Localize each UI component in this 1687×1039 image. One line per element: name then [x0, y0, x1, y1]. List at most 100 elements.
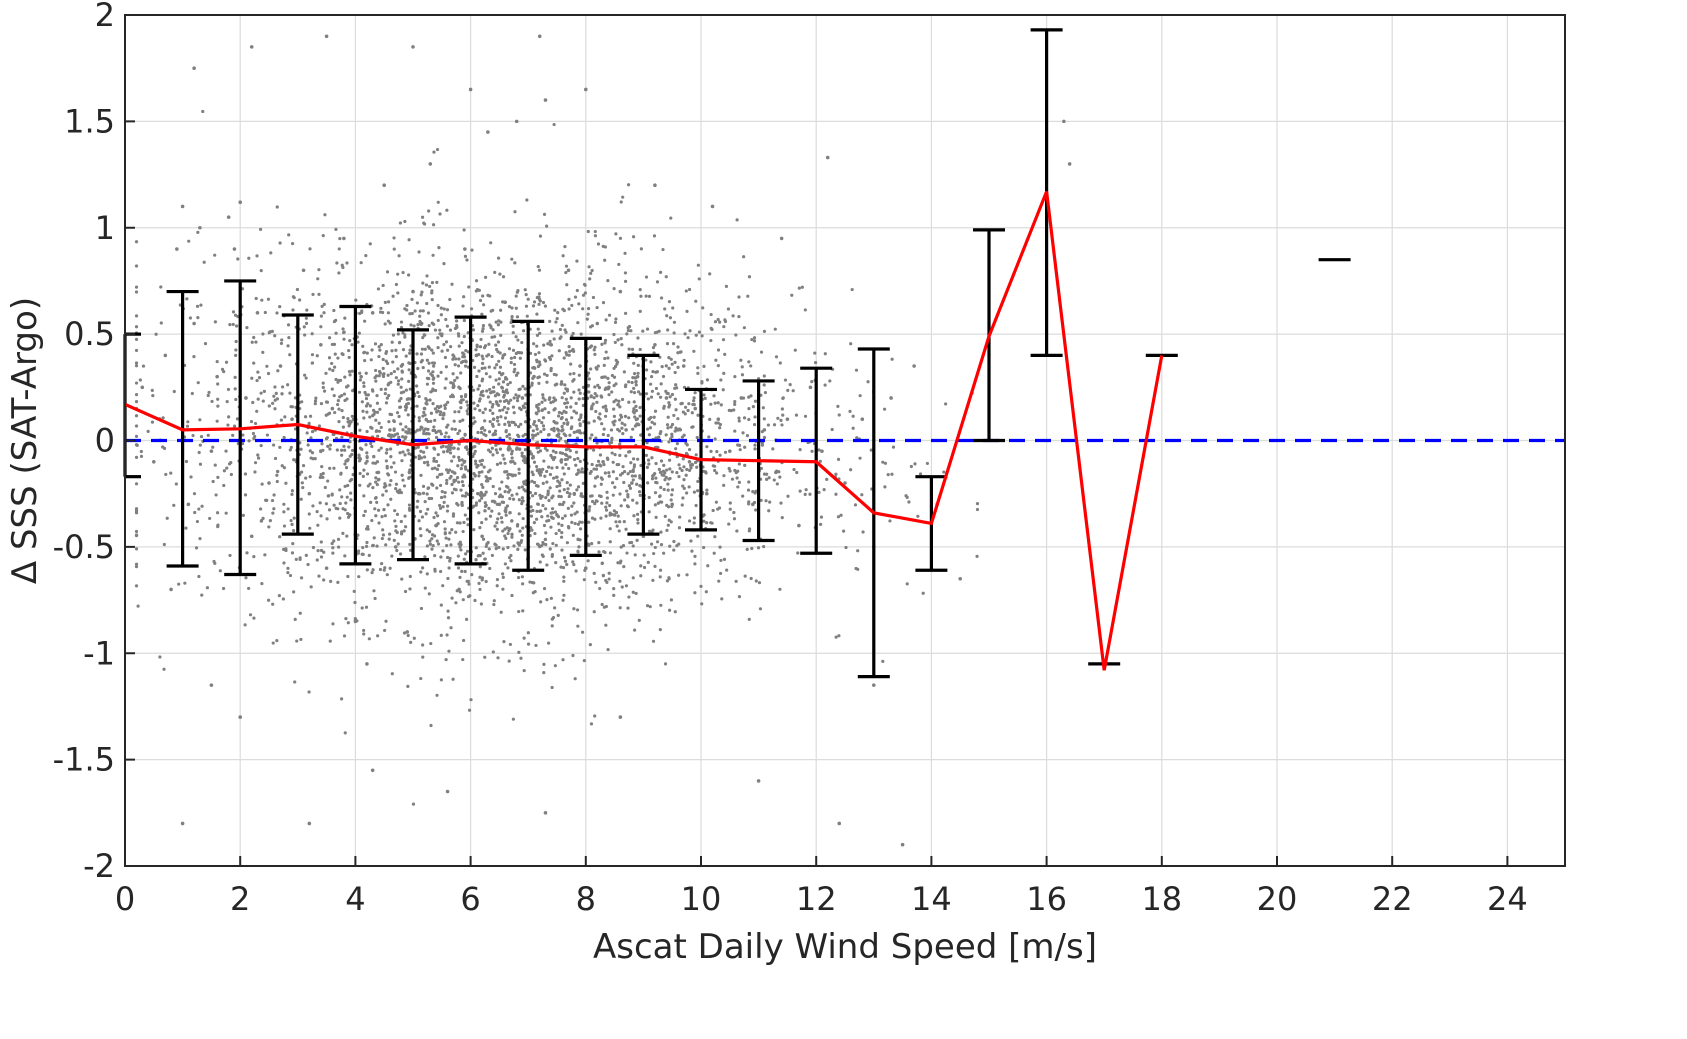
scatter-point	[258, 507, 263, 511]
scatter-point	[766, 423, 770, 427]
scatter-point	[601, 244, 605, 248]
scatter-point	[600, 501, 604, 505]
scatter-point	[532, 420, 537, 424]
scatter-point	[397, 341, 402, 345]
scatter-point	[709, 449, 713, 453]
scatter-point	[717, 506, 722, 510]
scatter-point	[665, 314, 669, 318]
scatter-point	[434, 459, 439, 464]
scatter-point	[265, 498, 269, 502]
scatter-point	[513, 261, 517, 265]
scatter-point	[535, 412, 539, 416]
scatter-point	[577, 397, 581, 401]
scatter-point	[790, 293, 794, 297]
scatter-point	[244, 396, 248, 400]
scatter-point	[457, 442, 461, 446]
scatter-point	[817, 448, 821, 452]
scatter-point	[548, 396, 552, 400]
scatter-point	[512, 544, 516, 548]
scatter-point	[664, 389, 668, 393]
scatter-point	[495, 584, 499, 588]
scatter-point	[345, 534, 349, 538]
scatter-point	[134, 434, 139, 438]
scatter-point	[760, 430, 764, 434]
scatter-point	[559, 459, 563, 463]
scatter-point	[250, 376, 254, 380]
scatter-point	[463, 513, 467, 517]
scatter-point	[363, 509, 367, 513]
scatter-point	[354, 298, 358, 302]
scatter-point	[435, 514, 440, 518]
scatter-point	[488, 450, 492, 454]
scatter-point	[495, 577, 500, 582]
scatter-point	[587, 508, 591, 512]
scatter-point	[578, 527, 583, 531]
scatter-point	[662, 463, 666, 467]
scatter-point	[843, 481, 847, 485]
scatter-point	[193, 510, 197, 515]
scatter-point	[842, 529, 846, 533]
scatter-point	[425, 376, 430, 380]
scatter-point	[438, 483, 443, 488]
scatter-point	[501, 356, 505, 360]
scatter-point	[454, 530, 458, 534]
scatter-point	[683, 405, 688, 409]
scatter-point	[436, 200, 440, 204]
scatter-point	[669, 216, 673, 220]
scatter-point	[690, 411, 694, 415]
scatter-point	[249, 534, 254, 539]
scatter-point	[340, 453, 344, 457]
scatter-point	[394, 282, 399, 287]
scatter-point	[817, 490, 821, 494]
scatter-point	[208, 516, 212, 521]
scatter-point	[618, 236, 623, 240]
scatter-point	[576, 468, 581, 472]
scatter-point	[528, 580, 532, 584]
scatter-point	[721, 388, 725, 392]
scatter-point	[473, 449, 477, 453]
scatter-point	[508, 511, 512, 515]
scatter-point	[444, 657, 448, 662]
scatter-point	[659, 485, 663, 490]
scatter-point	[624, 584, 629, 588]
scatter-point	[677, 542, 681, 546]
scatter-point	[431, 381, 436, 385]
scatter-point	[531, 494, 535, 498]
scatter-point	[710, 521, 714, 525]
scatter-point	[500, 480, 504, 484]
scatter-point	[364, 371, 368, 375]
scatter-point	[387, 420, 391, 424]
scatter-point	[714, 421, 718, 425]
scatter-point	[425, 492, 429, 496]
scatter-point	[399, 519, 403, 524]
scatter-point	[557, 494, 561, 498]
scatter-point	[493, 542, 497, 546]
scatter-point	[535, 344, 539, 348]
scatter-point	[341, 531, 345, 535]
scatter-point	[551, 541, 555, 546]
scatter-point	[323, 485, 327, 490]
scatter-point	[589, 722, 594, 726]
scatter-point	[420, 290, 424, 294]
scatter-point	[483, 655, 487, 659]
scatter-point	[550, 456, 554, 460]
scatter-point	[565, 490, 569, 495]
scatter-point	[693, 562, 697, 566]
scatter-point	[858, 394, 862, 398]
scatter-point	[306, 562, 310, 567]
scatter-point	[533, 589, 537, 594]
scatter-point	[692, 399, 696, 403]
scatter-point	[553, 606, 557, 610]
scatter-point	[134, 348, 139, 353]
scatter-point	[747, 406, 751, 411]
scatter-point	[633, 474, 637, 478]
scatter-point	[553, 510, 558, 514]
scatter-point	[308, 414, 313, 418]
scatter-point	[696, 263, 700, 267]
scatter-point	[518, 529, 522, 533]
scatter-point	[522, 480, 526, 484]
scatter-point	[572, 371, 576, 376]
scatter-point	[507, 304, 512, 309]
scatter-point	[709, 402, 713, 406]
scatter-point	[252, 335, 256, 340]
